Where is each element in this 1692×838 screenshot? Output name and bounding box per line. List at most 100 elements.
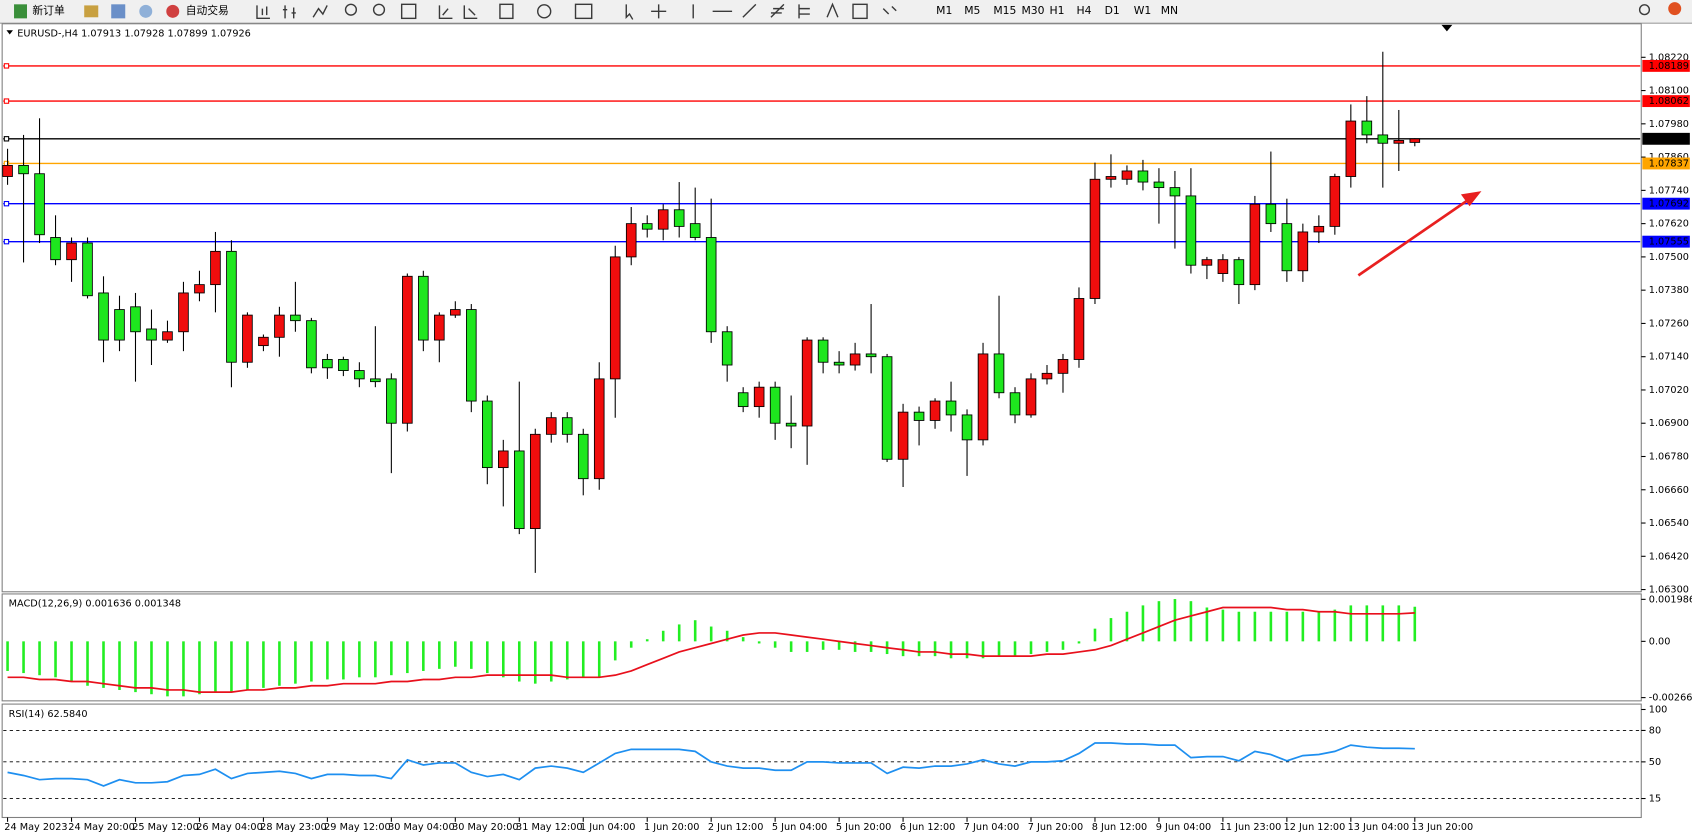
y-tick-label: 1.07980 bbox=[1649, 119, 1689, 130]
macd-bar bbox=[981, 641, 985, 659]
candle-body bbox=[226, 250, 237, 363]
scroll-tool[interactable] bbox=[438, 5, 453, 20]
macd-bar bbox=[374, 641, 377, 678]
x-tick-label: 13 Jun 04:00 bbox=[1348, 822, 1410, 833]
x-tick-label: 9 Jun 04:00 bbox=[1156, 822, 1211, 833]
candle-body bbox=[513, 450, 525, 530]
auto-trading-button[interactable]: 自动交易 bbox=[186, 4, 229, 17]
toolbar-icon[interactable] bbox=[111, 4, 126, 19]
x-tick-label: 13 Jun 20:00 bbox=[1412, 822, 1474, 833]
bar-chart-tool[interactable] bbox=[256, 5, 270, 20]
chart-title: EURUSD-,H4 1.07913 1.07928 1.07899 1.079… bbox=[17, 28, 251, 39]
macd-bar bbox=[1349, 605, 1353, 642]
timeframe-button[interactable]: M15 bbox=[993, 4, 1016, 17]
candle-body bbox=[1345, 120, 1357, 177]
timeframe-button[interactable]: M30 bbox=[1021, 4, 1044, 17]
level-label: 1.07926 bbox=[1649, 134, 1689, 145]
candle-body bbox=[1089, 178, 1101, 299]
macd-bar bbox=[1157, 601, 1161, 642]
candle-body bbox=[1121, 170, 1133, 180]
tile-tool[interactable] bbox=[400, 3, 417, 20]
macd-bar bbox=[118, 641, 121, 690]
zoom-in-tool[interactable] bbox=[344, 3, 358, 16]
macd-bar bbox=[1413, 606, 1417, 642]
y-tick-label: -0.00266 bbox=[1649, 693, 1692, 704]
search-icon[interactable] bbox=[1638, 4, 1651, 16]
templates-tool[interactable] bbox=[574, 3, 593, 20]
timeframe-button[interactable]: H4 bbox=[1077, 4, 1092, 17]
symbol-menu-arrow[interactable] bbox=[6, 30, 13, 35]
y-tick-label: 80 bbox=[1649, 725, 1661, 736]
y-tick-label: 1.07500 bbox=[1649, 252, 1689, 263]
macd-bar bbox=[1205, 607, 1209, 642]
candle-body bbox=[1297, 231, 1309, 272]
candle-body bbox=[737, 392, 749, 408]
macd-bar bbox=[597, 641, 601, 678]
arrows-tool[interactable] bbox=[882, 5, 897, 15]
macd-bar bbox=[965, 641, 969, 659]
macd-bar bbox=[1365, 605, 1369, 642]
candle-body bbox=[50, 237, 61, 261]
macd-bar bbox=[470, 641, 473, 669]
channel-tool[interactable] bbox=[770, 3, 785, 18]
macd-bar bbox=[549, 641, 553, 682]
macd-bar bbox=[310, 641, 313, 682]
timeframe-button[interactable]: M1 bbox=[936, 4, 952, 17]
x-tick-label: 30 May 20:00 bbox=[452, 822, 519, 833]
candle-body bbox=[1201, 259, 1213, 266]
text-tool[interactable] bbox=[826, 2, 839, 18]
cursor-tool[interactable] bbox=[625, 4, 634, 20]
zoom-out-tool[interactable] bbox=[372, 3, 386, 16]
x-tick-label: 30 May 04:00 bbox=[388, 822, 455, 833]
notification-badge[interactable] bbox=[1668, 2, 1682, 16]
new-order-icon[interactable] bbox=[14, 4, 27, 19]
timeframe-button[interactable]: D1 bbox=[1105, 4, 1120, 17]
candle-body bbox=[402, 275, 413, 424]
chart-shift-marker bbox=[1441, 24, 1453, 32]
auto-trading-icon[interactable] bbox=[166, 4, 180, 18]
line-chart-tool[interactable] bbox=[312, 5, 328, 18]
crosshair-tool[interactable] bbox=[651, 4, 667, 19]
timeframe-button[interactable]: M5 bbox=[964, 4, 980, 17]
y-tick-label: 1.07140 bbox=[1649, 352, 1689, 363]
indicators-tool[interactable] bbox=[499, 3, 514, 20]
x-tick-label: 1 Jun 20:00 bbox=[644, 822, 699, 833]
macd-bar bbox=[1269, 611, 1273, 642]
candle-body bbox=[769, 386, 781, 424]
x-tick-label: 5 Jun 04:00 bbox=[772, 822, 827, 833]
candle-body bbox=[609, 256, 621, 380]
macd-bar bbox=[54, 641, 57, 678]
price-panel bbox=[1, 23, 1642, 593]
candle-body bbox=[1185, 195, 1197, 266]
macd-bar bbox=[294, 641, 297, 684]
periods-tool[interactable] bbox=[537, 4, 552, 19]
macd-bar bbox=[1301, 611, 1305, 642]
toolbar-icon[interactable] bbox=[84, 5, 99, 18]
timeframe-button[interactable]: MN bbox=[1161, 4, 1178, 17]
new-order-button[interactable]: 新订单 bbox=[32, 4, 65, 17]
timeframe-button[interactable]: W1 bbox=[1134, 4, 1152, 17]
macd-bar bbox=[901, 641, 905, 657]
timeframe-button[interactable]: H1 bbox=[1050, 4, 1065, 17]
candle-body bbox=[1281, 223, 1293, 272]
candle-body bbox=[466, 309, 477, 402]
chart-title: MACD(12,26,9) 0.001636 0.001348 bbox=[9, 599, 181, 610]
fibo-tool[interactable] bbox=[798, 4, 810, 19]
label-tool[interactable] bbox=[852, 3, 868, 20]
macd-bar bbox=[949, 641, 953, 659]
line-tools[interactable] bbox=[692, 3, 757, 19]
toolbar bbox=[0, 0, 1692, 24]
macd-bar bbox=[38, 641, 41, 676]
macd-bar bbox=[134, 641, 137, 693]
candle-body bbox=[1073, 298, 1085, 360]
candle-body bbox=[354, 370, 365, 380]
candle-body bbox=[322, 359, 333, 369]
shift-tool[interactable] bbox=[463, 5, 478, 20]
toolbar-tools[interactable] bbox=[256, 2, 1651, 20]
level-handle bbox=[3, 136, 10, 142]
toolbar-icon[interactable] bbox=[139, 4, 153, 18]
candle-body bbox=[162, 331, 173, 341]
macd-bar bbox=[6, 641, 9, 671]
candle-tool[interactable] bbox=[282, 5, 296, 19]
candle-body bbox=[705, 237, 717, 333]
